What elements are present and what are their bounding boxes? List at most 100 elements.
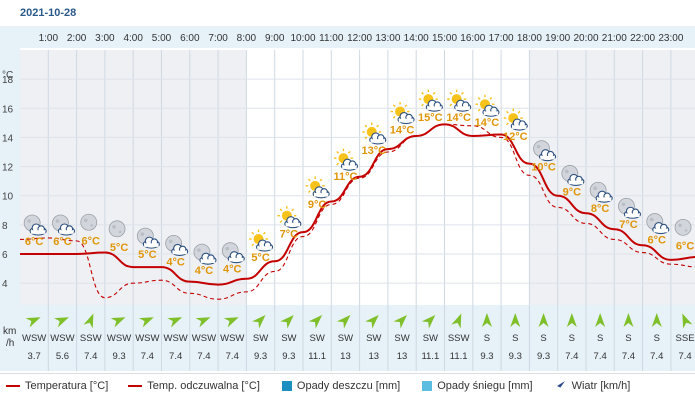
moon-crater: [225, 246, 230, 251]
temperature-label: 14°C: [446, 112, 471, 124]
wind-arrow-icon: [195, 317, 211, 328]
hour-tick-label: 5:00: [152, 33, 172, 44]
hour-tick-label: 1:00: [39, 33, 59, 44]
cloud-shape: [482, 104, 500, 117]
sun-ray: [347, 150, 351, 154]
legend-item-temperature: Temperatura [°C]: [6, 380, 108, 392]
cloud-shape: [454, 99, 472, 112]
y-unit-label: °C: [2, 70, 13, 81]
wind-arrow-shape: [510, 313, 521, 327]
cloud-shape: [397, 111, 415, 125]
wind-direction-label: SSW: [80, 333, 102, 344]
cloud-shape: [255, 239, 274, 252]
moon-crater: [593, 186, 597, 191]
background-layer: [0, 26, 695, 371]
wind-direction-label: WSW: [220, 333, 244, 344]
wind-speed-label: 13: [368, 351, 379, 362]
wind-direction-label: WSW: [135, 333, 159, 344]
wind-arrow-shape: [421, 315, 436, 329]
hour-tick-label: 3:00: [95, 33, 115, 44]
temperature-label: 10°C: [531, 162, 556, 174]
wind-speed-label: 7.4: [622, 351, 635, 362]
wind-arrow-shape: [566, 313, 577, 327]
hour-tick-label: 2:00: [67, 33, 87, 44]
y-tick-label: 4: [2, 279, 8, 290]
sun-ray: [251, 243, 255, 247]
sun-ray: [404, 104, 408, 108]
wind-speed-label: 11.1: [308, 351, 326, 362]
moon-crater: [684, 229, 688, 232]
cloud-fill: [596, 197, 612, 202]
legend-item-rain: Opady deszczu [mm]: [281, 380, 401, 392]
temperature-label: 4°C: [223, 264, 242, 276]
moon-shape: [674, 218, 692, 236]
cloud-fill: [540, 155, 555, 160]
wind-speed-label: 7.4: [141, 351, 154, 362]
moon-crater: [112, 225, 116, 229]
wind-speed-label: 7.4: [226, 351, 239, 362]
y-tick-label: 12: [2, 163, 14, 174]
moon-cloud-icon: [561, 165, 585, 187]
wind-arrow-icon: [83, 313, 94, 329]
y-tick-label: 16: [2, 104, 14, 115]
temperature-lines: [19, 123, 695, 300]
cloud-fill: [229, 257, 244, 262]
wind-arrow-icon: [110, 317, 126, 328]
sun-cloud-icon: [305, 176, 330, 199]
wind-arrow-shape: [25, 317, 41, 328]
wind-direction-label: S: [654, 333, 660, 344]
wind-speed-label: 7.4: [594, 351, 607, 362]
cloud-shape: [623, 206, 642, 219]
wind-speed-label: 9.3: [537, 351, 550, 362]
wind-speed-label: 11.1: [421, 351, 439, 362]
moon-icon: [674, 218, 692, 236]
temperature-label: 4°C: [195, 265, 214, 277]
sun-ray: [392, 115, 396, 119]
wind-direction-label: WSW: [50, 333, 74, 344]
sun-ray: [489, 97, 493, 100]
temperature-label: 9°C: [563, 186, 582, 198]
cloud-shape: [567, 173, 585, 187]
wind-direction-label: SSE: [676, 333, 695, 344]
cloud-fill: [144, 243, 159, 247]
y-tick-label: 14: [2, 133, 14, 144]
wind-arrow-icon: [223, 317, 239, 328]
sun-ray: [461, 91, 464, 95]
temperature-label: 7°C: [619, 219, 638, 231]
sun-ray: [392, 104, 396, 108]
moon-shape: [108, 220, 126, 238]
sun-cloud-icon: [249, 229, 274, 252]
hour-tick-label: 10:00: [290, 33, 315, 44]
sun-cloud-icon: [503, 108, 528, 131]
moon-cloud-icon: [221, 242, 245, 264]
wind-arrow-icon: [451, 313, 462, 329]
legend-swatch-snow: [422, 381, 433, 391]
hour-tick-label: 7:00: [208, 33, 228, 44]
wind-speed-label: 13: [397, 351, 408, 362]
wind-arrow-shape: [110, 317, 126, 328]
hour-tick-label: 18:00: [517, 33, 542, 44]
sun-ray: [307, 178, 311, 182]
wind-arrow-shape: [682, 313, 693, 329]
wind-arrow-icon: [682, 313, 693, 329]
cloud-shape: [340, 158, 359, 171]
date-label: 2021-10-28: [20, 7, 76, 19]
wind-arrow-shape: [451, 313, 462, 329]
y-tick-label: 6: [2, 250, 8, 261]
temperature-label: 6°C: [25, 236, 44, 248]
hour-tick-label: 21:00: [602, 33, 627, 44]
wind-direction-label: S: [625, 333, 631, 344]
hour-tick-label: 9:00: [265, 33, 285, 44]
sun-ray: [263, 231, 266, 235]
sun-cloud-icon: [418, 89, 443, 112]
wind-arrow-shape: [538, 313, 549, 327]
legend-swatch-feels-like: [128, 385, 143, 387]
cloud-fill: [172, 250, 187, 255]
wind-arrow-shape: [481, 313, 492, 327]
sun-ray: [477, 108, 481, 112]
sun-ray: [291, 208, 295, 212]
legend-label-rain: Opady deszczu [mm]: [296, 380, 401, 392]
wind-arrow-icon: [421, 315, 436, 329]
weather-icons: [23, 89, 692, 265]
moon-crater: [168, 239, 173, 244]
